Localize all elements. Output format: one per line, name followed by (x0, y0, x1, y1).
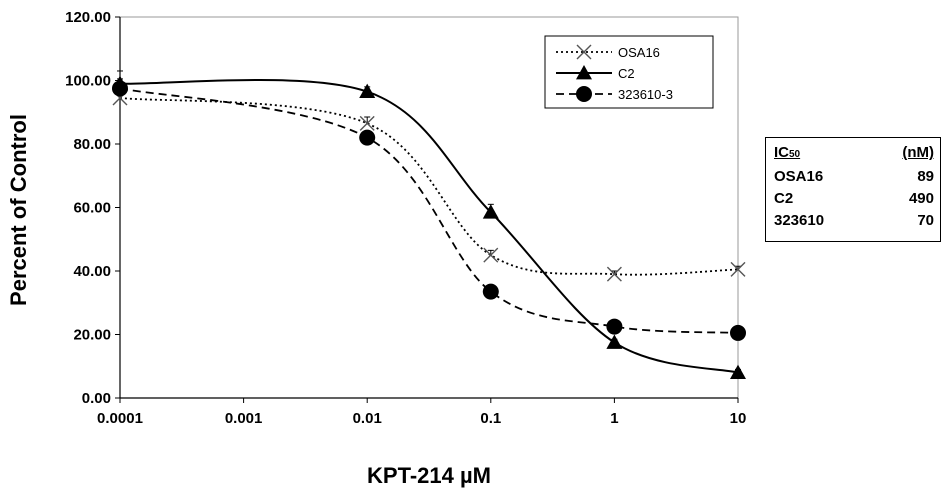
y-tick-label: 60.00 (73, 200, 111, 217)
y-tick-label: 120.00 (65, 9, 111, 26)
data-point-circle-marker (482, 283, 499, 300)
data-point-circle-marker (730, 324, 746, 341)
data-point-x-marker (576, 44, 592, 60)
x-tick-label: 0.01 (353, 410, 382, 427)
ic50-header-unit: (nM) (902, 144, 934, 161)
y-tick-label: 40.00 (73, 263, 111, 280)
y-axis: 0.00 20.00 40.00 60.00 80.00 100.00 120.00 (65, 9, 121, 407)
legend-label: C2 (618, 66, 635, 81)
x-tick-label: 0.0001 (97, 410, 143, 427)
y-tick-label: 0.00 (82, 390, 111, 407)
ic50-row-name: OSA16 (774, 168, 824, 185)
ic50-table-header: IC50 (nM) (774, 142, 934, 166)
series-layer (112, 70, 746, 379)
series-line-OSA16 (119, 97, 739, 276)
marker-stroke (576, 44, 592, 60)
data-point-triangle-marker (730, 364, 746, 379)
ic50-row: C2 490 (774, 188, 934, 210)
data-point-triangle-marker (606, 334, 623, 349)
data-point-triangle-marker (576, 65, 592, 80)
series-line-323610-3 (119, 87, 739, 334)
marker-stroke (483, 247, 499, 263)
ic50-row-name: 323610 (774, 212, 825, 229)
x-axis: 0.0001 0.001 0.01 0.1 1 10 (97, 397, 747, 427)
ic50-row-name: C2 (774, 190, 794, 207)
marker-stroke (730, 261, 746, 277)
ic50-row: OSA16 89 (774, 166, 934, 188)
y-tick-label: 20.00 (73, 327, 111, 344)
marker-stroke (359, 115, 375, 131)
x-tick-label: 10 (730, 410, 747, 427)
data-point-triangle-marker (359, 83, 376, 99)
legend-label: OSA16 (618, 45, 660, 60)
x-tick-label: 0.1 (480, 410, 501, 427)
y-axis-title: Percent of Control (6, 114, 31, 306)
x-axis-title: KPT-214 µM (367, 463, 491, 488)
data-point-triangle-marker (482, 204, 499, 219)
data-point-x-marker (483, 247, 499, 263)
y-tick-label: 80.00 (73, 136, 111, 153)
y-tick-label: 100.00 (65, 73, 111, 90)
ic50-row-value: 89 (917, 168, 934, 185)
ic50-row-value: 70 (917, 212, 934, 229)
x-tick-label: 1 (610, 410, 618, 427)
legend-label: 323610-3 (618, 87, 673, 102)
ic50-row-value: 490 (908, 190, 934, 207)
ic50-row: 323610 70 (774, 210, 934, 232)
data-point-circle-marker (359, 129, 376, 146)
data-point-x-marker (606, 266, 622, 282)
series-line-C2 (119, 78, 739, 374)
data-point-circle-marker (606, 318, 623, 335)
data-point-x-marker (359, 115, 375, 131)
x-tick-label: 0.001 (225, 410, 263, 427)
data-point-x-marker (730, 261, 746, 277)
ic50-header-label: IC50 (774, 144, 801, 161)
data-point-circle-marker (112, 80, 128, 97)
legend: OSA16 C2 323610-3 (544, 35, 714, 109)
marker-stroke (606, 266, 622, 282)
ic50-table: IC50 (nM) OSA16 89 C2 490 323610 70 (765, 137, 941, 242)
data-point-circle-marker (576, 86, 592, 102)
